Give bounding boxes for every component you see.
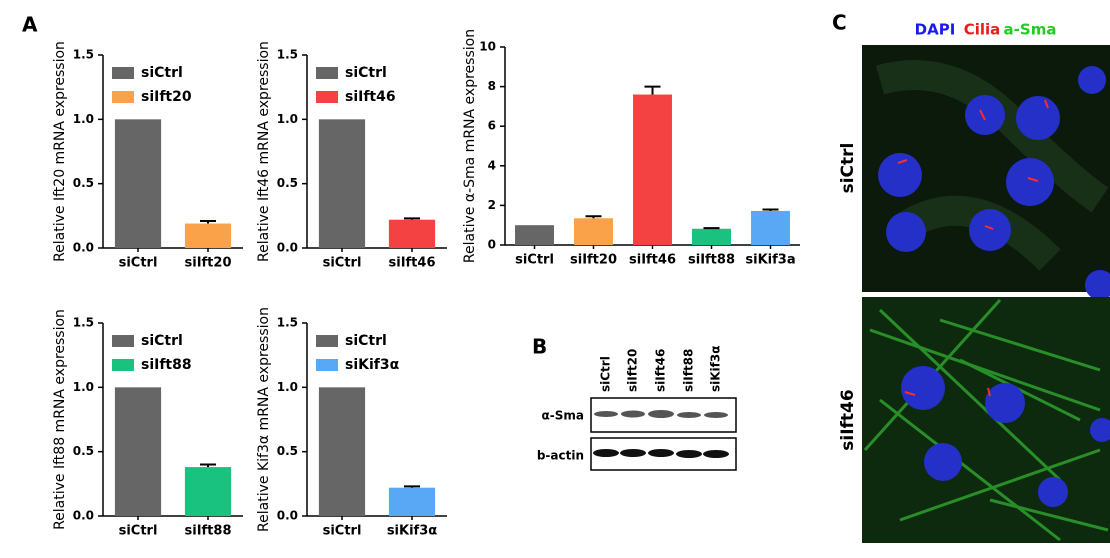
legend-swatch	[112, 335, 134, 347]
y-tick-label: 1.0	[73, 380, 94, 394]
micrograph	[862, 45, 1110, 300]
y-axis-label: Relative Ift46 mRNA expression	[256, 41, 272, 262]
x-tick-label: siIft88	[185, 524, 232, 539]
error-bar	[644, 85, 661, 95]
bar	[692, 228, 731, 245]
y-tick-label: 0.5	[73, 176, 94, 190]
y-tick-label: 0.5	[73, 444, 94, 458]
y-tick-label: 1.0	[277, 380, 298, 394]
y-tick-label: 1.0	[277, 112, 298, 126]
error-bar	[703, 227, 720, 230]
y-axis-label: Relative α-Sma mRNA expression	[462, 29, 478, 263]
bar	[318, 387, 366, 516]
y-tick-label: 4	[488, 158, 496, 172]
panel-label: B	[532, 335, 547, 359]
x-tick-label: siIft20	[570, 253, 617, 268]
error-bar	[404, 485, 420, 488]
legend-label: siKif3α	[345, 357, 400, 373]
y-tick-label: 0.5	[277, 176, 298, 190]
lane-label: siIft20	[626, 349, 640, 392]
bar	[388, 219, 436, 248]
bar	[114, 387, 162, 516]
y-tick-label: 0.0	[277, 241, 298, 255]
row-label: b-actin	[537, 449, 584, 463]
legend-label: siIft46	[345, 89, 396, 105]
bar	[574, 218, 613, 245]
bar	[515, 225, 554, 245]
y-axis-label: Relative Ift88 mRNA expression	[52, 309, 68, 530]
panel-label: C	[832, 11, 847, 35]
y-tick-label: 6	[488, 119, 496, 133]
bar	[388, 487, 436, 516]
x-tick-label: siKif3α	[387, 524, 437, 539]
y-tick-label: 1.5	[73, 48, 94, 62]
y-tick-label: 1.5	[277, 316, 298, 330]
y-tick-label: 1.5	[73, 316, 94, 330]
micrograph	[862, 297, 1110, 543]
y-tick-label: 1.0	[73, 112, 94, 126]
bar	[184, 467, 232, 516]
y-axis-label: Relative Kif3α mRNA expression	[256, 307, 272, 532]
legend-swatch	[316, 359, 338, 371]
blot	[590, 397, 737, 471]
x-tick-label: siIft88	[688, 253, 735, 268]
error-bar	[404, 217, 420, 220]
condition-label: siIft46	[838, 389, 858, 450]
x-tick-label: siCtrl	[515, 253, 554, 268]
legend-label: siCtrl	[141, 333, 183, 349]
channel-label: DAPI	[915, 21, 956, 39]
legend-label: siCtrl	[345, 65, 387, 81]
x-tick-label: siIft20	[185, 256, 232, 271]
y-tick-label: 0.0	[277, 509, 298, 523]
error-bar	[200, 219, 216, 224]
bar	[184, 223, 232, 248]
x-tick-label: siIft46	[629, 253, 676, 268]
legend-label: siIft88	[141, 357, 192, 373]
condition-label: siCtrl	[838, 143, 858, 194]
legend-label: siCtrl	[141, 65, 183, 81]
y-tick-label: 1.5	[277, 48, 298, 62]
channel-label: a-Sma	[1004, 21, 1057, 39]
y-tick-label: 2	[488, 198, 496, 212]
y-tick-label: 8	[488, 79, 496, 93]
bar	[751, 210, 790, 245]
error-bar	[762, 208, 779, 211]
y-tick-label: 0.5	[277, 444, 298, 458]
x-tick-label: siCtrl	[119, 256, 158, 271]
lane-label: siCtrl	[599, 356, 613, 392]
error-bar	[585, 215, 602, 219]
x-tick-label: siCtrl	[323, 524, 362, 539]
y-axis-label: Relative Ift20 mRNA expression	[52, 41, 68, 262]
y-tick-label: 10	[479, 40, 496, 54]
panel-label: A	[22, 13, 38, 37]
legend-swatch	[316, 91, 338, 103]
bar	[633, 94, 672, 246]
legend-swatch	[112, 91, 134, 103]
legend-swatch	[316, 67, 338, 79]
x-tick-label: siKif3a	[745, 253, 795, 268]
x-tick-label: siCtrl	[323, 256, 362, 271]
bar	[114, 119, 162, 248]
bar	[318, 119, 366, 248]
y-tick-label: 0.0	[73, 509, 94, 523]
lane-label: siKif3α	[709, 346, 723, 392]
lane-label: siIft46	[654, 349, 668, 392]
y-tick-label: 0.0	[73, 241, 94, 255]
row-label: α-Sma	[542, 409, 584, 423]
legend-label: siCtrl	[345, 333, 387, 349]
x-tick-label: siIft46	[389, 256, 436, 271]
y-tick-label: 0	[488, 238, 496, 252]
legend-swatch	[112, 359, 134, 371]
lane-label: siIft88	[682, 349, 696, 392]
legend-swatch	[112, 67, 134, 79]
error-bar	[200, 463, 216, 468]
legend-label: siIft20	[141, 89, 192, 105]
legend-swatch	[316, 335, 338, 347]
channel-label: Cilia	[964, 21, 1001, 39]
x-tick-label: siCtrl	[119, 524, 158, 539]
